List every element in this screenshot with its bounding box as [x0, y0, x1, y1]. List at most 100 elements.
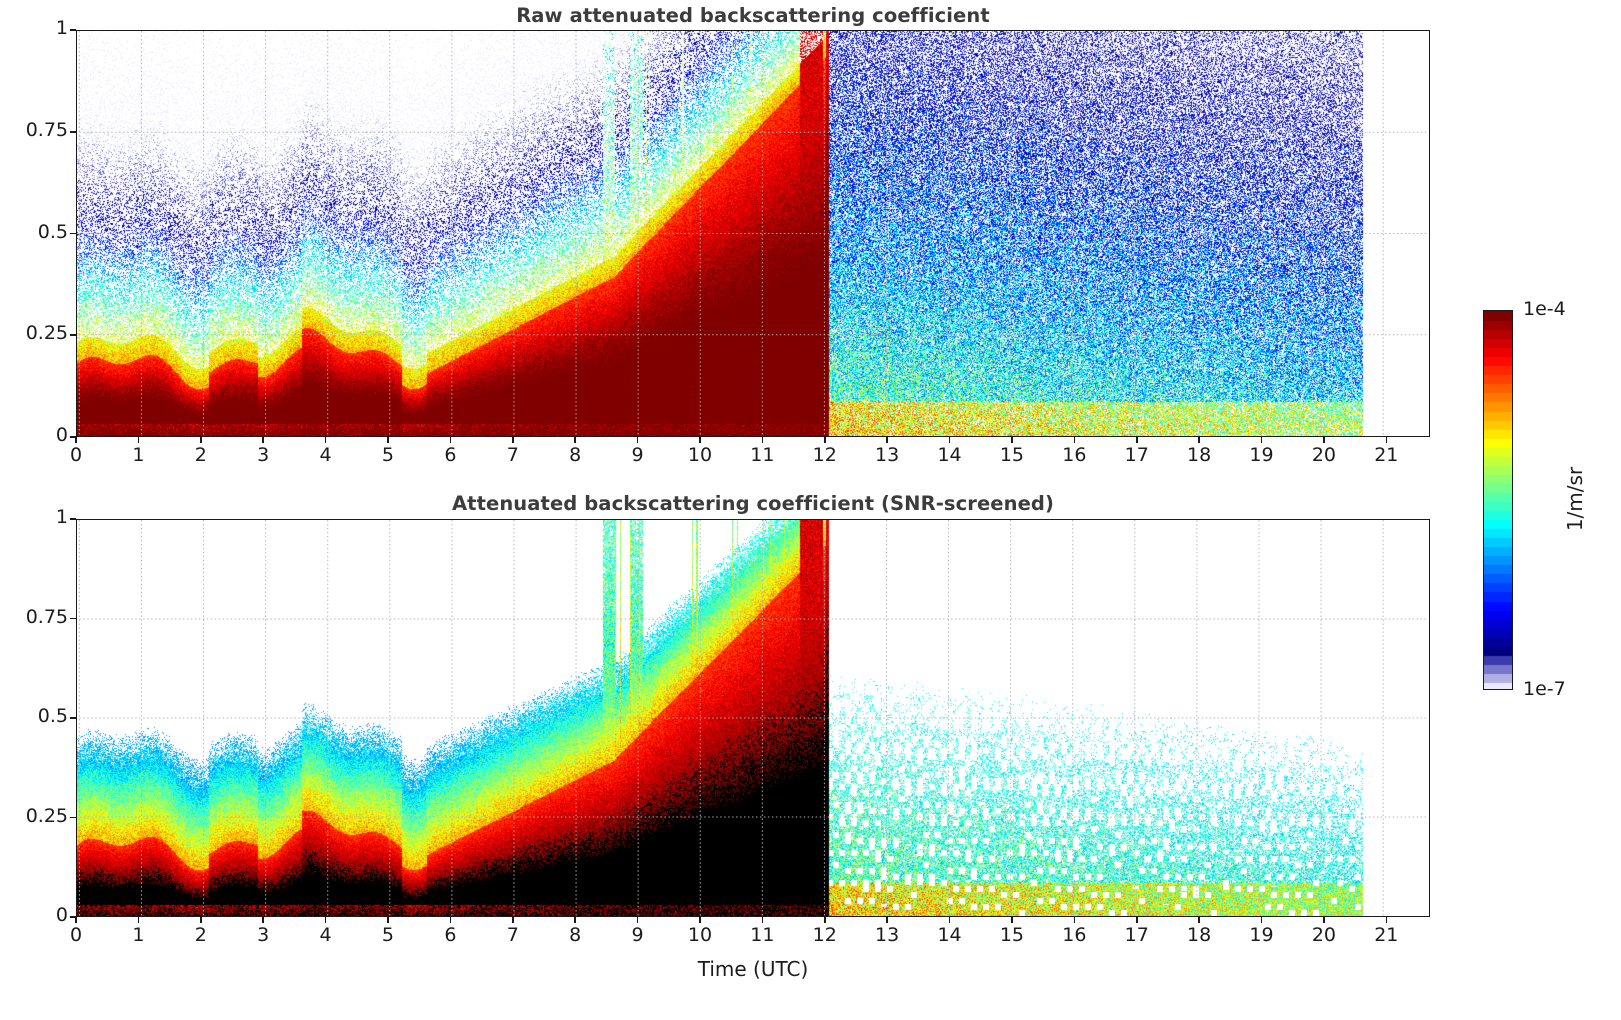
x-tick-mark: [199, 917, 202, 923]
x-tick-mark: [75, 437, 77, 443]
x-tick-mark: [886, 437, 888, 443]
x-tick-label: 12: [812, 444, 837, 466]
x-tick-label: 0: [69, 444, 83, 466]
x-tick-mark: [137, 917, 140, 923]
raw-panel-title: Raw attenuated backscattering coefficien…: [516, 4, 990, 27]
x-tick-mark: [1073, 437, 1076, 443]
raw-panel-plot-area: [76, 30, 1430, 437]
y-tick-mark: [70, 617, 76, 620]
x-tick-label: 4: [319, 444, 332, 466]
x-tick-label: 7: [506, 924, 519, 946]
y-tick-label: 0.75: [25, 118, 68, 141]
y-tick-label: 0: [55, 904, 68, 926]
x-tick-label: 18: [1187, 924, 1212, 946]
x-tick-label: 11: [750, 924, 775, 946]
y-tick-mark: [70, 334, 76, 337]
x-tick-mark: [1011, 917, 1013, 923]
x-tick-mark: [699, 917, 701, 923]
x-tick-mark: [387, 437, 389, 443]
x-tick-mark: [511, 437, 514, 443]
x-tick-label: 2: [194, 924, 207, 946]
x-tick-mark: [948, 917, 951, 923]
colorbar-max-label: 1e-4: [1523, 298, 1566, 320]
x-tick-mark: [1011, 437, 1013, 443]
y-tick-mark: [70, 717, 76, 719]
x-tick-label: 17: [1124, 924, 1149, 946]
x-tick-label: 13: [875, 444, 900, 466]
y-tick-mark: [70, 130, 76, 133]
y-tick-mark: [70, 29, 76, 31]
y-tick-label: 1: [55, 17, 68, 39]
x-tick-mark: [1323, 437, 1325, 443]
x-tick-mark: [1323, 917, 1325, 923]
x-tick-mark: [1198, 437, 1200, 443]
x-tick-mark: [1385, 917, 1388, 923]
x-tick-mark: [137, 437, 140, 443]
x-tick-label: 5: [381, 924, 395, 946]
x-tick-label: 15: [999, 924, 1025, 946]
x-tick-label: 8: [569, 444, 582, 466]
x-tick-mark: [449, 437, 452, 443]
x-tick-label: 14: [937, 444, 962, 466]
colorbar-unit-label: 1/m/sr: [1563, 466, 1587, 532]
x-tick-label: 11: [750, 444, 775, 466]
x-tick-mark: [823, 917, 826, 923]
x-tick-label: 16: [1062, 924, 1087, 946]
screened-panel-plot-area: [76, 519, 1430, 917]
y-tick-mark: [70, 916, 76, 918]
colorbar-gradient: [1483, 310, 1513, 690]
x-tick-mark: [511, 917, 514, 923]
x-tick-label: 6: [444, 924, 457, 946]
x-tick-mark: [75, 917, 77, 923]
y-tick-mark: [70, 518, 76, 520]
x-tick-label: 14: [937, 924, 962, 946]
x-tick-label: 21: [1374, 924, 1399, 946]
x-tick-mark: [574, 437, 576, 443]
x-tick-mark: [636, 437, 639, 443]
y-tick-mark: [70, 232, 76, 235]
y-tick-label: 0: [55, 424, 68, 446]
x-tick-label: 6: [444, 444, 457, 466]
x-tick-label: 21: [1374, 444, 1399, 466]
y-tick-label: 0.25: [25, 804, 68, 827]
screened-panel-title: Attenuated backscattering coefficient (S…: [451, 492, 1055, 515]
x-tick-mark: [1260, 917, 1263, 923]
x-tick-label: 2: [194, 444, 207, 466]
screened-panel-heatmap: [77, 520, 1429, 916]
x-tick-mark: [574, 917, 576, 923]
y-tick-label: 1: [55, 506, 68, 528]
x-tick-label: 9: [631, 444, 644, 466]
x-tick-label: 10: [687, 924, 713, 946]
x-tick-label: 8: [569, 924, 582, 946]
x-tick-label: 5: [381, 444, 395, 466]
x-tick-mark: [199, 437, 202, 443]
x-tick-mark: [1073, 917, 1076, 923]
y-tick-label: 0.75: [25, 605, 68, 628]
x-tick-mark: [761, 437, 764, 443]
x-tick-label: 3: [257, 924, 270, 946]
x-tick-label: 13: [875, 924, 900, 946]
y-tick-mark: [70, 436, 76, 438]
colorbar-min-label: 1e-7: [1523, 678, 1566, 700]
x-tick-label: 1: [132, 444, 145, 466]
x-tick-label: 20: [1311, 444, 1337, 466]
x-tick-mark: [823, 437, 826, 443]
x-tick-mark: [1260, 437, 1263, 443]
x-tick-label: 3: [257, 444, 270, 466]
x-tick-mark: [262, 917, 264, 923]
x-tick-mark: [324, 437, 327, 443]
x-tick-mark: [1198, 917, 1200, 923]
x-tick-label: 19: [1249, 924, 1274, 946]
x-tick-mark: [761, 917, 764, 923]
y-tick-mark: [70, 816, 76, 819]
x-tick-label: 7: [506, 444, 519, 466]
x-tick-mark: [1135, 437, 1138, 443]
x-tick-label: 12: [812, 924, 837, 946]
x-tick-mark: [1385, 437, 1388, 443]
x-tick-label: 1: [132, 924, 145, 946]
y-tick-label: 0.5: [37, 705, 68, 727]
screened-panel-x-axis-label: Time (UTC): [697, 957, 809, 981]
x-tick-label: 9: [631, 924, 644, 946]
x-tick-mark: [1135, 917, 1138, 923]
